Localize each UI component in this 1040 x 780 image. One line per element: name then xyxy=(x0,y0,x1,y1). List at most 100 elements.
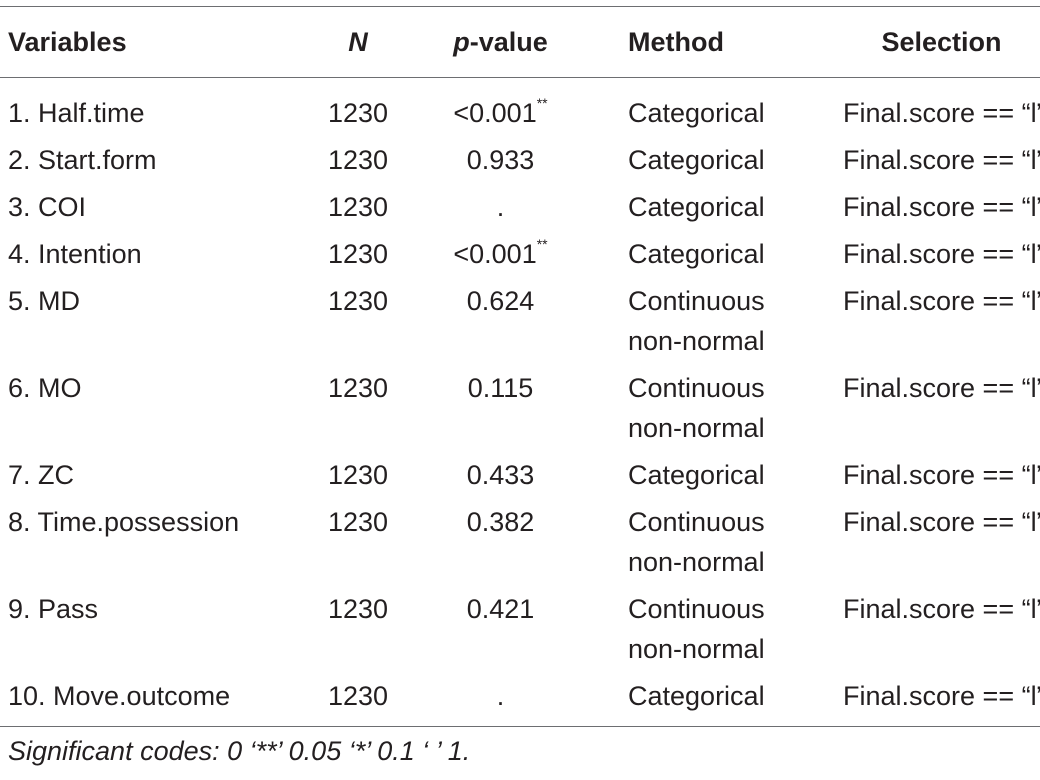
table-footnote: Significant codes: 0 ‘**’ 0.05 ‘*’ 0.1 ‘… xyxy=(8,736,471,766)
table: Variables N p-value Method Selection xyxy=(0,7,1040,77)
method-line: Continuous xyxy=(628,373,765,403)
table-row: 7. ZC 1230 0.433 Categorical Final.score == … xyxy=(0,450,1040,497)
table-bottom-rule xyxy=(0,726,1040,727)
cell-selection: Final.score == “l” xyxy=(843,192,1040,222)
header-p-rest: -value xyxy=(469,27,548,57)
p-value-text: 0.624 xyxy=(466,286,535,316)
method-line: Continuous xyxy=(628,286,765,316)
p-value-text: 0.382 xyxy=(466,507,535,537)
cell-p-value: . xyxy=(413,182,588,229)
table-row: 4. Intention 1230 <0.001** Categorical Final… xyxy=(0,229,1040,276)
cell-n: 1230 xyxy=(327,507,389,537)
cell-n: 1230 xyxy=(327,145,389,175)
cell-p-value: 0.421 xyxy=(413,584,588,671)
cell-variable: 5. MD xyxy=(8,286,81,316)
table-top-rule xyxy=(0,6,1040,7)
cell-n: 1230 xyxy=(327,594,389,624)
method-line: non-normal xyxy=(628,547,765,577)
p-value-text: <0.001 xyxy=(453,98,537,128)
header-p-value: p-value xyxy=(413,7,588,77)
method-line: Continuous xyxy=(628,594,765,624)
cell-selection: Final.score == “l” xyxy=(843,594,1040,624)
p-value-text: 0.115 xyxy=(467,373,534,403)
p-value-text: . xyxy=(496,192,505,222)
cell-method: Continuous non-normal xyxy=(588,497,843,584)
p-value-text: 0.433 xyxy=(466,460,535,490)
cell-variable: 1. Half.time xyxy=(8,98,145,128)
p-value-text: 0.933 xyxy=(466,145,535,175)
cell-method: Categorical xyxy=(588,450,843,497)
cell-method: Continuous non-normal xyxy=(588,584,843,671)
cell-variable: 7. ZC xyxy=(8,460,75,490)
method-line: Continuous xyxy=(628,507,765,537)
cell-p-value: 0.382 xyxy=(413,497,588,584)
cell-method: Categorical xyxy=(588,229,843,276)
table-body-wrap: 1. Half.time 1230 <0.001** Categorical Final… xyxy=(0,78,1040,726)
header-p-italic: p xyxy=(453,27,470,57)
cell-p-value: 0.115 xyxy=(413,363,588,450)
cell-variable: 2. Start.form xyxy=(8,145,157,175)
cell-selection: Final.score == “l” xyxy=(843,145,1040,175)
cell-n: 1230 xyxy=(327,192,389,222)
method-line: non-normal xyxy=(628,326,765,356)
table-row: 2. Start.form 1230 0.933 Categorical Final.s… xyxy=(0,135,1040,182)
cell-selection: Final.score == “l” xyxy=(843,507,1040,537)
cell-selection: Final.score == “l” xyxy=(843,239,1040,269)
cell-n: 1230 xyxy=(327,460,389,490)
table-row: 5. MD 1230 0.624 Continuous non-normal Final.… xyxy=(0,276,1040,363)
cell-p-value: 0.624 xyxy=(413,276,588,363)
significance-marker: ** xyxy=(536,95,548,111)
header-selection: Selection xyxy=(881,27,1002,57)
table-body: 1. Half.time 1230 <0.001** Categorical Final… xyxy=(0,78,1040,726)
cell-selection: Final.score == “l” xyxy=(843,98,1040,128)
method-line: Categorical xyxy=(628,681,765,711)
results-table: Variables N p-value Method Selection 1. … xyxy=(0,6,1040,771)
cell-variable: 6. MO xyxy=(8,373,82,403)
cell-method: Continuous non-normal xyxy=(588,363,843,450)
cell-n: 1230 xyxy=(327,373,389,403)
significance-marker: ** xyxy=(536,236,548,252)
method-line: non-normal xyxy=(628,413,765,443)
cell-p-value: <0.001** xyxy=(413,229,588,276)
cell-selection: Final.score == “l” xyxy=(843,373,1040,403)
table-row: 10. Move.outcome 1230. Categorical Final.sc… xyxy=(0,671,1040,726)
cell-method: Continuous non-normal xyxy=(588,276,843,363)
header-variables: Variables xyxy=(8,27,127,57)
cell-n: 1230 xyxy=(327,98,389,128)
p-value-text: . xyxy=(496,681,505,711)
cell-method: Categorical xyxy=(588,182,843,229)
cell-selection: Final.score == “l” xyxy=(843,286,1040,316)
cell-p-value: . xyxy=(413,671,588,726)
cell-selection: Final.score == “l” xyxy=(843,681,1040,711)
header-method: Method xyxy=(628,27,724,57)
cell-p-value: 0.433 xyxy=(413,450,588,497)
cell-variable: 3. COI xyxy=(8,192,87,222)
cell-n: 1230 xyxy=(327,286,389,316)
method-line: Categorical xyxy=(628,192,765,222)
p-value-text: <0.001 xyxy=(453,239,537,269)
cell-variable: 8. Time.possession xyxy=(8,507,240,537)
cell-selection: Final.score == “l” xyxy=(843,460,1040,490)
method-line: Categorical xyxy=(628,460,765,490)
cell-method: Categorical xyxy=(588,135,843,182)
table-header-rule xyxy=(0,77,1040,78)
method-line: non-normal xyxy=(628,634,765,664)
header-row: Variables N p-value Method Selection xyxy=(0,7,1040,77)
cell-method: Categorical xyxy=(588,78,843,135)
cell-variable: 9. Pass xyxy=(8,594,99,624)
cell-variable: 10. Move.outcome xyxy=(8,681,231,711)
method-line: Categorical xyxy=(628,239,765,269)
table-row: 6. MO 1230 0.115 Continuous non-normal Final.… xyxy=(0,363,1040,450)
table-row: 1. Half.time 1230 <0.001** Categorical Final… xyxy=(0,78,1040,135)
cell-p-value: <0.001** xyxy=(413,78,588,135)
cell-variable: 4. Intention xyxy=(8,239,142,269)
header-n: N xyxy=(348,27,368,57)
cell-p-value: 0.933 xyxy=(413,135,588,182)
table-row: 3. COI 1230. Categorical Final.score == “l” xyxy=(0,182,1040,229)
method-line: Categorical xyxy=(628,145,765,175)
table-header: Variables N p-value Method Selection xyxy=(0,7,1040,77)
cell-n: 1230 xyxy=(327,239,389,269)
table-row: 9. Pass 1230 0.421 Continuous non-normal Fina… xyxy=(0,584,1040,671)
table-row: 8. Time.possession 1230 0.382 Continuous non… xyxy=(0,497,1040,584)
